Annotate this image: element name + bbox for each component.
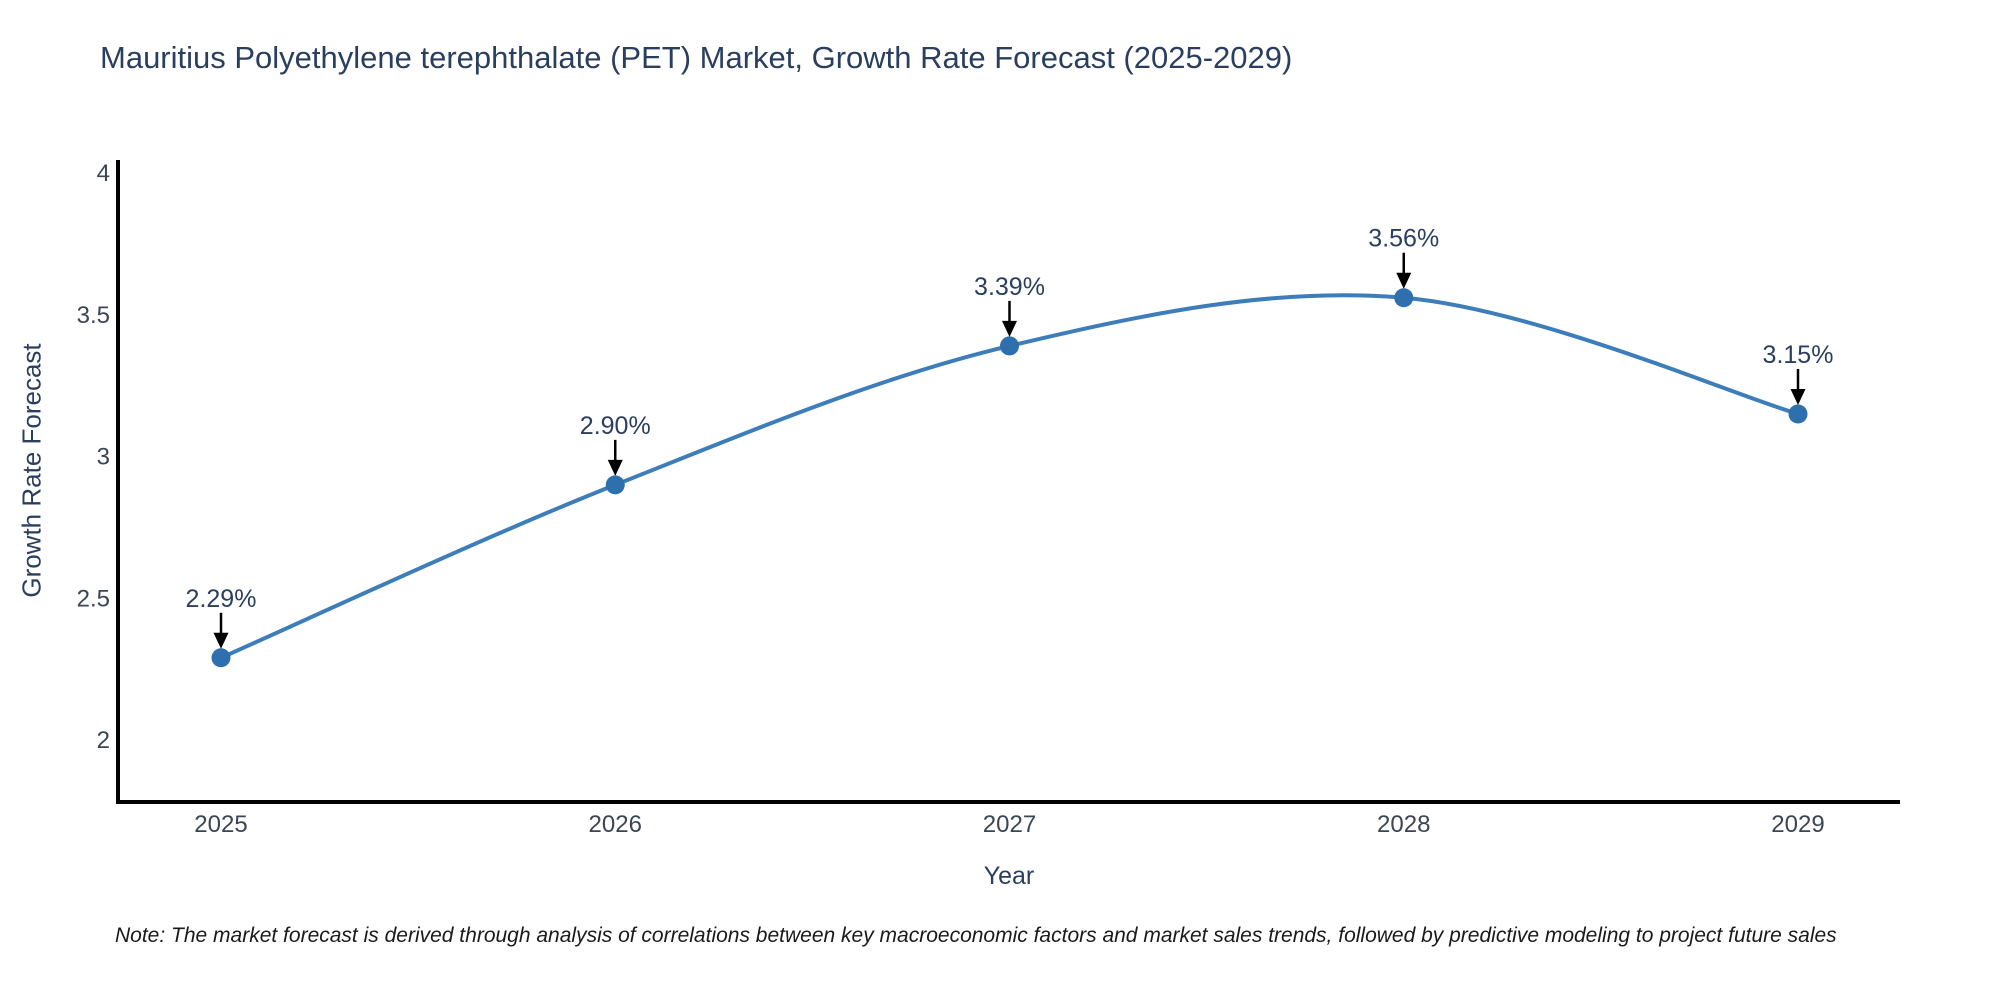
y-tick-label: 2.5: [77, 585, 110, 612]
x-axis-title: Year: [983, 862, 1035, 890]
data-point-marker: [1394, 288, 1414, 308]
x-tick-label: 2025: [194, 811, 247, 838]
data-point-marker: [211, 648, 231, 668]
annotation-label: 3.15%: [1763, 341, 1834, 369]
y-tick-label: 3: [97, 444, 110, 471]
annotation-arrow-head: [213, 632, 229, 649]
annotation-arrow-head: [1396, 272, 1412, 289]
annotation-arrow-head: [1790, 388, 1806, 405]
y-tick-label: 3.5: [77, 302, 110, 329]
annotation-label: 2.29%: [186, 585, 257, 613]
annotation-label: 3.39%: [974, 273, 1045, 301]
annotation-arrow-head: [1002, 320, 1017, 337]
x-tick-label: 2029: [1771, 811, 1824, 838]
axis-lines: [116, 160, 1900, 804]
annotation-arrow-head: [607, 459, 623, 476]
x-tick-label: 2028: [1377, 811, 1430, 838]
x-tick-label: 2026: [589, 811, 642, 838]
y-tick-label: 2: [97, 727, 110, 754]
y-tick-label: 4: [97, 160, 110, 187]
data-point-marker: [605, 475, 625, 495]
chart-title: Mauritius Polyethylene terephthalate (PE…: [100, 40, 1293, 75]
data-point-marker: [1000, 336, 1019, 356]
annotation-label: 2.90%: [580, 412, 651, 440]
footnote: Note: The market forecast is derived thr…: [115, 924, 1837, 947]
x-tick-label: 2027: [983, 811, 1036, 838]
annotation-label: 3.56%: [1368, 225, 1439, 253]
data-point-marker: [1788, 404, 1808, 424]
